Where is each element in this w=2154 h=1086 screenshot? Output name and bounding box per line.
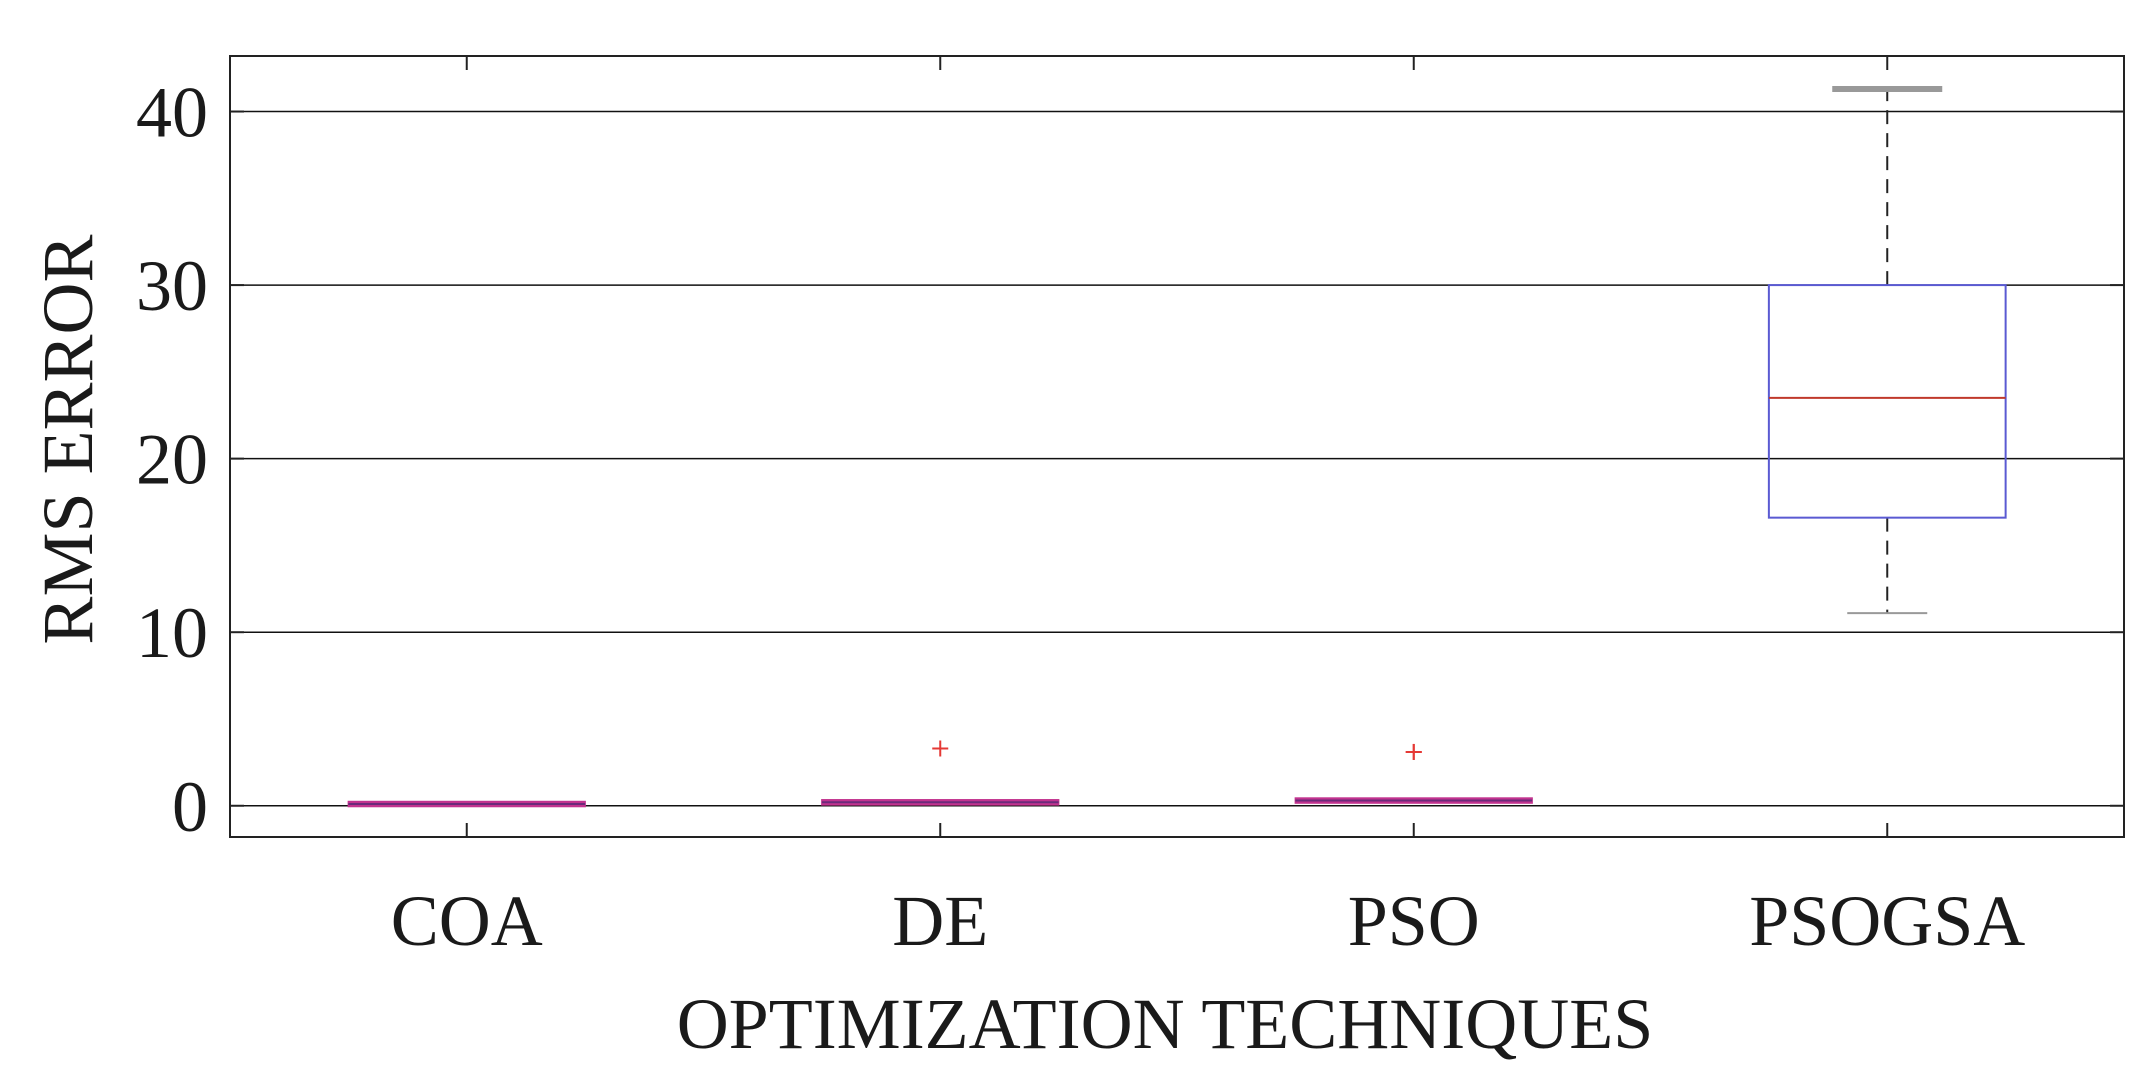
y-tick-label: 40 xyxy=(136,73,208,153)
x-tick-label: DE xyxy=(892,881,988,961)
y-tick-label: 0 xyxy=(172,767,208,847)
box-pso xyxy=(1294,743,1533,804)
y-tick-label: 30 xyxy=(136,246,208,326)
box-coa xyxy=(347,800,586,808)
box-iqr xyxy=(1767,284,2007,519)
grid-lines xyxy=(230,110,2124,807)
x-tick-label: PSOGSA xyxy=(1749,881,2025,961)
plot-area-frame xyxy=(229,55,2125,838)
x-tick-label: PSO xyxy=(1348,881,1480,961)
tick-labels: 0 10 20 30 40 COA DE PSO PSOGSA xyxy=(136,73,2025,961)
y-axis-title: RMS ERROR xyxy=(28,234,108,644)
box-psogsa xyxy=(1767,85,2007,615)
x-tick-label: COA xyxy=(391,881,543,961)
y-tick-label: 10 xyxy=(136,593,208,673)
y-tick-label: 20 xyxy=(136,420,208,500)
axis-ticks xyxy=(230,56,2124,837)
box-de xyxy=(821,740,1060,806)
box-series xyxy=(347,85,2007,808)
x-axis-title: OPTIMIZATION TECHNIQUES xyxy=(677,984,1654,1064)
